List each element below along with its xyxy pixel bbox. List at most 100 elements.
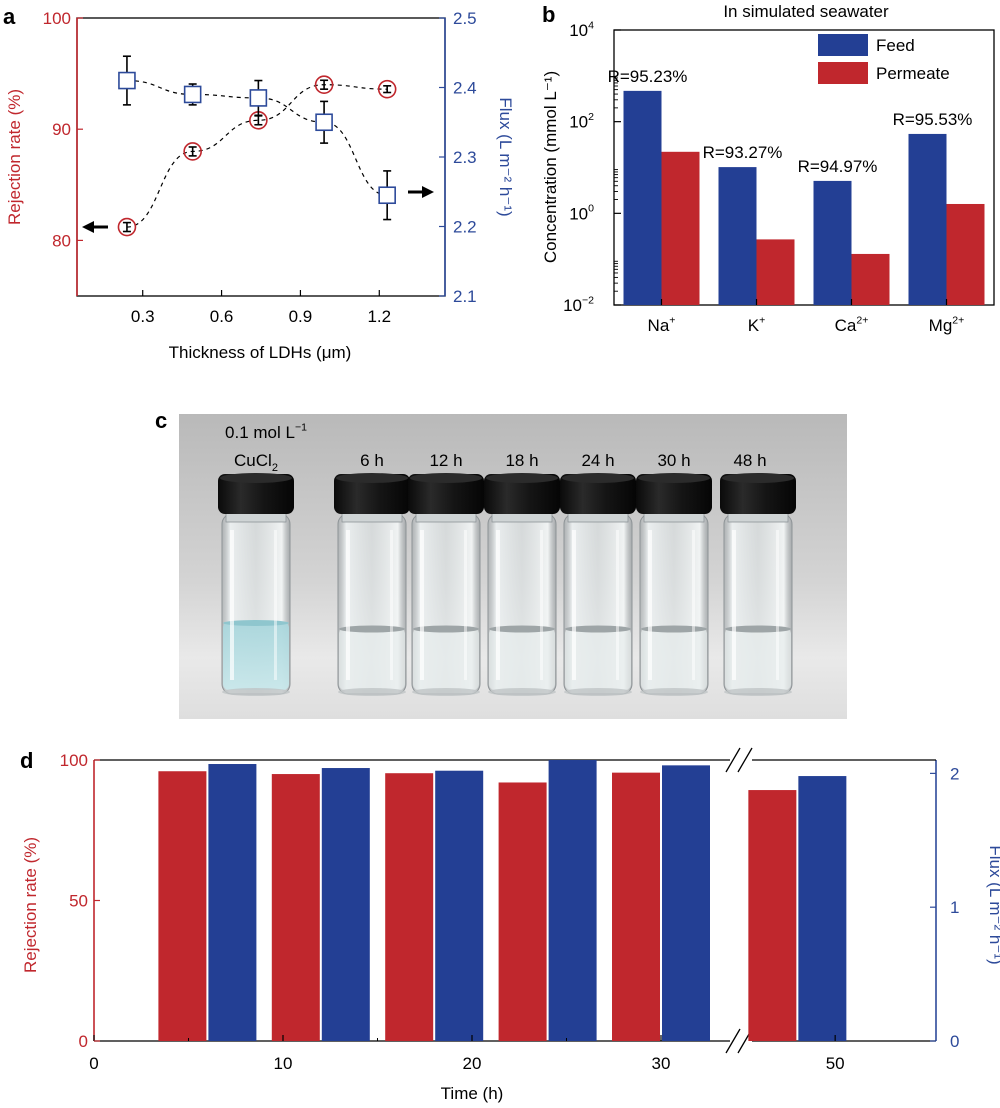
panel-c: c	[155, 408, 847, 719]
panel-b-ylabel: Concentration (mmol L⁻¹)	[541, 71, 560, 263]
panel-b-ytick-label: 100	[569, 203, 594, 224]
panel-d-xtick-label: 0	[89, 1054, 98, 1073]
panel-b: b In simulated seawater 10−2 100 102 104 Na…	[541, 2, 995, 335]
panel-a-ylabel-left: Rejection rate (%)	[5, 89, 24, 225]
panel-d-ytick-left-label: 0	[79, 1032, 88, 1051]
axis-break-mark-top	[725, 747, 753, 773]
legend-swatch-feed	[818, 34, 868, 56]
panel-a-ytick-right-label: 2.4	[453, 79, 477, 98]
panel-a-ytick-right-label: 2.3	[453, 148, 477, 167]
panel-a-frame	[76, 17, 446, 297]
legend-label-feed: Feed	[876, 36, 915, 55]
panel-b-title: In simulated seawater	[723, 2, 889, 21]
bar-feed-k	[718, 167, 757, 305]
panel-d-ytick-right-label: 2	[950, 764, 959, 783]
vial-cap	[636, 474, 712, 514]
panel-a-xtick-label: 0.9	[289, 307, 313, 326]
rejection-bar	[385, 773, 434, 1041]
bar-feed-ca	[813, 180, 852, 305]
panel-label-b: b	[542, 2, 555, 27]
vial-cap	[334, 474, 410, 514]
panel-a-xtick-label: 0.3	[131, 307, 155, 326]
vial-permeate-48h	[720, 473, 796, 696]
panel-b-frame	[613, 29, 995, 306]
clear-permeate	[565, 628, 631, 690]
flux-point	[249, 89, 268, 107]
legend-swatch-permeate	[818, 62, 868, 84]
panel-b-ytick-label: 10−2	[563, 294, 594, 315]
rejection-point	[117, 217, 137, 237]
flux-trend-line	[126, 79, 388, 196]
right-axis-arrow	[408, 186, 434, 198]
bar-permeate-mg	[946, 203, 985, 305]
panel-b-xtick-label: Mg2+	[929, 314, 965, 335]
flux-bar	[435, 770, 484, 1041]
bar-feed-na	[623, 90, 662, 305]
panel-d-ytick-right-label: 0	[950, 1032, 959, 1051]
legend-label-permeate: Permeate	[876, 64, 950, 83]
panel-label-a: a	[3, 4, 16, 29]
panel-a-ytick-left-label: 100	[43, 9, 71, 28]
panel-b-legend: Feed Permeate	[818, 34, 950, 84]
panel-b-xtick-label: Ca2+	[835, 314, 869, 335]
rejection-point	[183, 142, 202, 161]
clear-permeate	[641, 628, 707, 690]
time-label: 48 h	[733, 451, 766, 470]
clear-permeate	[413, 628, 479, 690]
time-label: 12 h	[429, 451, 462, 470]
concentration-label: 0.1 mol L−1	[225, 421, 307, 442]
panel-d-xtick-label: 50	[826, 1054, 845, 1073]
panel-a: a 0.3 0.6 0.9 1.2 80 90 100 2.1 2.2 2.3 2.4 2.5 T…	[3, 4, 515, 362]
rejection-point	[377, 79, 397, 99]
rejection-bar	[271, 774, 320, 1041]
rejection-annotation: R=95.23%	[608, 67, 688, 86]
panel-d-xtick-label: 30	[652, 1054, 671, 1073]
flux-bar	[798, 776, 847, 1041]
time-label: 30 h	[657, 451, 690, 470]
time-label: 18 h	[505, 451, 538, 470]
time-label: 6 h	[360, 451, 384, 470]
panel-label-c: c	[155, 408, 167, 433]
left-axis-arrow	[82, 221, 108, 233]
panel-a-ylabel-right: Flux (L m⁻² h⁻¹)	[496, 97, 515, 216]
panel-d-xtick-label: 20	[463, 1054, 482, 1073]
vial-cap	[560, 474, 636, 514]
panel-a-ytick-right-label: 2.2	[453, 218, 477, 237]
vial-permeate-6h	[334, 473, 410, 696]
bar-feed-mg	[908, 133, 947, 305]
rejection-bar	[158, 771, 207, 1041]
clear-permeate	[725, 628, 791, 690]
panel-d: d 0 10 20 30 50 0 50 100 0 1 2 Time (h) Rejectio…	[20, 747, 1000, 1103]
rejection-bar	[612, 772, 660, 1041]
vial-cap	[484, 474, 560, 514]
vial-permeate-24h	[560, 473, 636, 696]
clear-permeate	[489, 628, 555, 690]
panel-a-xtick-label: 0.6	[210, 307, 234, 326]
panel-a-ytick-right-label: 2.5	[453, 9, 477, 28]
vial-permeate-18h	[484, 473, 560, 696]
panel-b-xtick-label: K+	[748, 314, 766, 335]
rejection-bar	[498, 782, 547, 1041]
rejection-point	[314, 75, 334, 95]
flux-point	[183, 85, 202, 104]
rejection-annotation: R=93.27%	[703, 143, 783, 162]
panel-d-xtick-label: 10	[274, 1054, 293, 1073]
rejection-annotation: R=94.97%	[798, 157, 878, 176]
rejection-trend-line	[126, 84, 388, 228]
panel-d-xlabel: Time (h)	[441, 1084, 504, 1103]
panel-a-ytick-right-label: 2.1	[453, 287, 477, 306]
panel-label-d: d	[20, 748, 33, 773]
flux-bar	[662, 765, 710, 1041]
flux-point	[315, 113, 333, 132]
vial-cap	[720, 474, 796, 514]
panel-d-ylabel-right: Flux (L m⁻² h⁻¹)	[986, 845, 1000, 964]
panel-a-xtick-label: 1.2	[367, 307, 391, 326]
panel-d-ylabel-left: Rejection rate (%)	[21, 837, 40, 973]
rejection-bar	[748, 790, 797, 1041]
flux-point	[118, 71, 136, 90]
flux-bar	[321, 768, 370, 1041]
vial-permeate-30h	[636, 473, 712, 696]
bar-permeate-ca	[851, 253, 890, 305]
panel-d-ytick-left-label: 100	[60, 751, 88, 770]
